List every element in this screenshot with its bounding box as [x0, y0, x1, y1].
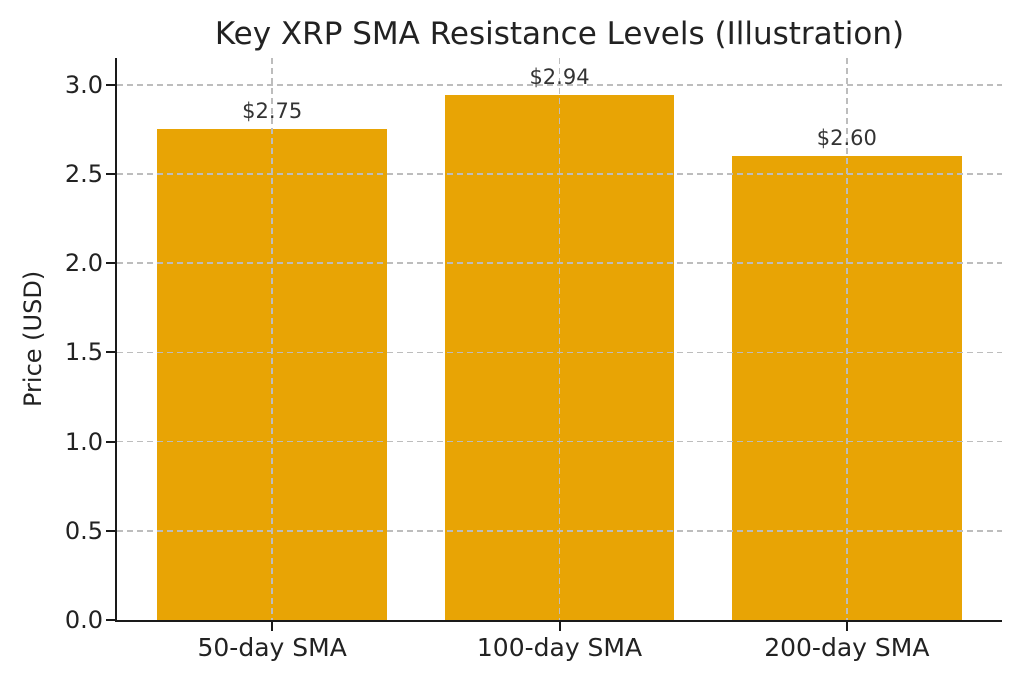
y-tick-mark: [106, 619, 115, 621]
x-tick-mark: [845, 622, 848, 631]
v-gridline: [271, 58, 273, 620]
y-tick-mark: [106, 262, 115, 265]
chart-title: Key XRP SMA Resistance Levels (Illustrat…: [214, 16, 905, 52]
y-tick-mark: [106, 83, 115, 86]
y-axis-spine: [115, 58, 117, 622]
bar-value-label: $2.75: [242, 99, 303, 124]
v-gridline: [558, 58, 561, 620]
y-tick-mark: [106, 351, 115, 354]
x-axis-spine: [115, 620, 1002, 622]
y-axis-label: Price (USD): [19, 270, 47, 408]
y-tick-label: 0.5: [64, 516, 103, 545]
x-tick-mark: [271, 622, 274, 631]
plot-area: 0.0 0.5 1.0 1.5 2.0 2.5 3.0 50-day SMA $2.75 100-…: [65, 58, 1002, 662]
x-tick-label: 50-day SMA: [197, 633, 347, 662]
y-tick-mark: [106, 172, 115, 175]
y-tick-mark: [106, 440, 115, 443]
y-tick-label: 1.0: [64, 427, 103, 456]
y-tick-mark: [106, 529, 115, 532]
y-tick-label: 3.0: [64, 70, 103, 99]
y-tick-label: 2.5: [64, 159, 103, 188]
x-tick-mark: [558, 622, 561, 631]
bar-value-label: $2.60: [816, 126, 877, 151]
y-tick-label: 2.0: [64, 249, 103, 278]
y-tick-label: 1.5: [64, 338, 103, 367]
y-tick-label: 0.0: [64, 606, 103, 634]
bar-value-label: $2.94: [529, 65, 590, 90]
v-gridline: [846, 58, 848, 620]
x-tick-label: 100-day SMA: [476, 633, 643, 662]
x-tick-label: 200-day SMA: [764, 633, 930, 662]
